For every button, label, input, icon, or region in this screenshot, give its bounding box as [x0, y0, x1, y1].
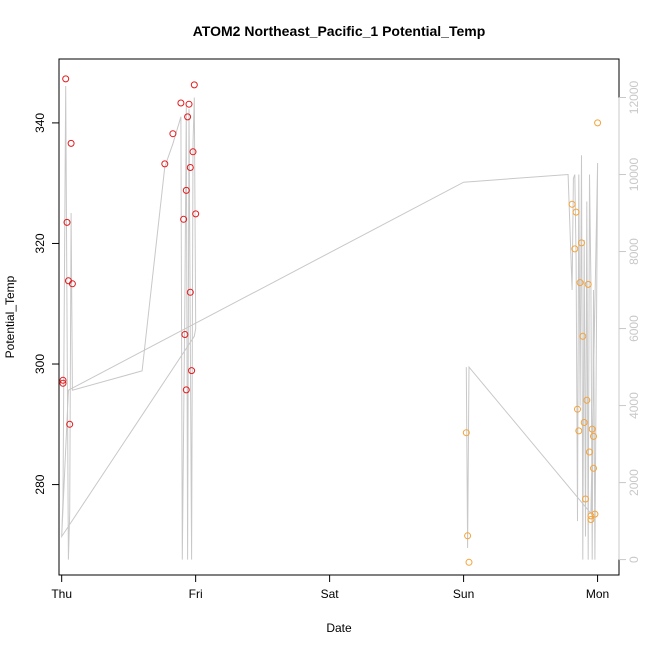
- y-axis-left: 280 300 320 340: [33, 113, 60, 495]
- data-point: [63, 218, 71, 226]
- data-point: [582, 495, 589, 503]
- data-point: [67, 139, 75, 147]
- x-axis-label: Date: [326, 621, 352, 635]
- right-axis-line-layer: [61, 85, 599, 560]
- y-tick-label-right: 2000: [627, 469, 641, 496]
- data-point: [568, 200, 576, 208]
- data-point: [572, 208, 580, 216]
- data-point: [186, 164, 194, 171]
- data-point: [190, 81, 198, 89]
- data-point: [62, 75, 70, 83]
- y-tick-label-right: 6000: [627, 315, 641, 342]
- y-tick-label-right: 10000: [627, 158, 641, 192]
- y-tick-label-left: 280: [33, 474, 47, 494]
- x-tick-label: Sun: [453, 587, 474, 601]
- data-point: [583, 396, 591, 404]
- y-tick-label-right: 8000: [627, 238, 641, 265]
- data-point: [161, 160, 169, 168]
- x-axis: Thu Fri Sat Sun Mon: [51, 574, 609, 601]
- data-point: [575, 427, 583, 435]
- chart-title: ATOM2 Northeast_Pacific_1 Potential_Temp: [193, 23, 486, 39]
- data-point: [184, 113, 192, 121]
- data-point: [185, 100, 193, 108]
- y-tick-label-left: 320: [33, 233, 47, 253]
- data-point: [584, 280, 592, 288]
- data-point: [462, 429, 470, 437]
- right-axis-series-line: [61, 85, 599, 560]
- y-axis-label: Potential_Temp: [3, 275, 17, 358]
- data-point: [182, 386, 190, 394]
- data-point: [464, 532, 472, 540]
- x-tick-label: Mon: [586, 587, 609, 601]
- data-point: [66, 420, 74, 428]
- data-point: [188, 367, 196, 375]
- data-point: [186, 288, 194, 296]
- data-point: [571, 245, 579, 253]
- data-point: [586, 448, 593, 456]
- data-point: [192, 210, 200, 218]
- data-point: [580, 419, 588, 426]
- data-point: [588, 425, 596, 433]
- data-point: [594, 119, 602, 127]
- data-point: [578, 239, 585, 247]
- x-tick-label: Sat: [321, 587, 340, 601]
- data-point: [574, 405, 581, 413]
- plot-frame: [58, 58, 620, 576]
- data-point: [591, 510, 599, 518]
- data-point: [59, 376, 67, 384]
- data-point: [180, 215, 188, 223]
- data-point: [68, 280, 76, 288]
- data-point: [576, 279, 584, 287]
- data-point: [181, 331, 189, 338]
- y-tick-label-right: 4000: [627, 392, 641, 419]
- y-tick-label-right: 0: [627, 556, 641, 563]
- data-point: [177, 99, 185, 107]
- data-point: [587, 516, 595, 523]
- x-tick-label: Thu: [51, 587, 72, 601]
- y-axis-right: 0 2000 4000 6000 8000 10000 12000: [618, 80, 641, 563]
- data-point: [189, 148, 197, 156]
- y-tick-label-left: 300: [33, 354, 47, 374]
- data-point: [182, 186, 190, 194]
- data-point: [465, 558, 473, 566]
- y-tick-label-left: 340: [33, 113, 47, 133]
- data-point: [587, 512, 595, 520]
- data-point: [59, 379, 67, 387]
- x-tick-label: Fri: [189, 587, 203, 601]
- data-point: [579, 332, 587, 340]
- data-point: [169, 130, 177, 138]
- points-layer: [59, 75, 602, 566]
- data-point: [590, 432, 597, 440]
- data-point: [590, 464, 597, 472]
- y-tick-label-right: 12000: [627, 80, 641, 114]
